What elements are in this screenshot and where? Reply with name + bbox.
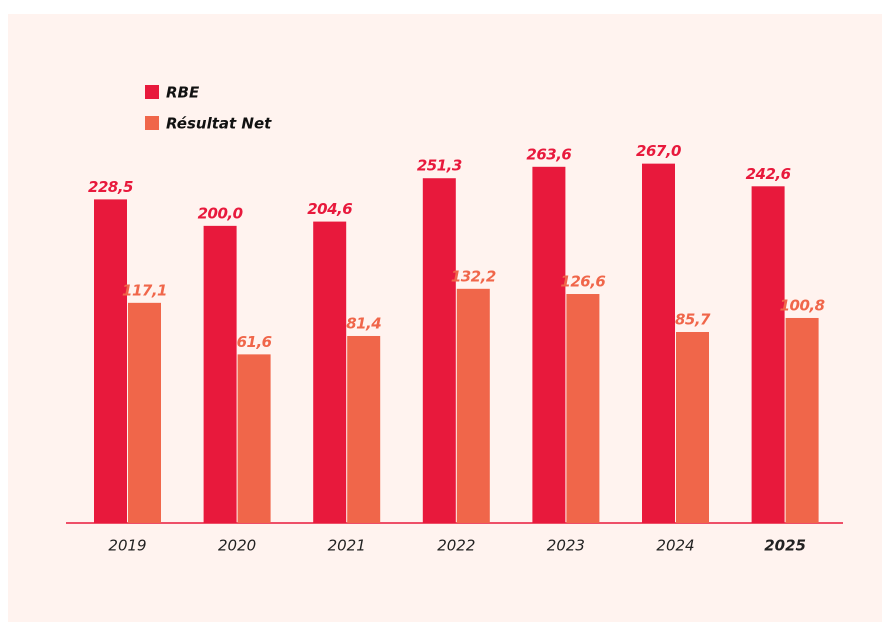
value-label: 267,0 [636, 142, 681, 160]
bar [785, 317, 819, 523]
bar [313, 221, 347, 524]
x-tick-label: 2019 [108, 537, 146, 555]
x-tick-label: 2023 [547, 537, 585, 555]
bar [94, 199, 127, 523]
value-label: 85,7 [675, 310, 711, 328]
value-label: 251,3 [417, 157, 462, 175]
value-label: 132,2 [451, 267, 496, 285]
x-tick-label: 2021 [328, 537, 366, 555]
bar [642, 163, 675, 523]
x-tick-label: 2020 [218, 537, 256, 555]
legend-swatch [145, 116, 159, 130]
x-tick-label: 2022 [437, 537, 475, 555]
legend-swatch [145, 85, 159, 99]
value-label: 242,6 [746, 165, 791, 183]
value-label: 81,4 [346, 314, 381, 332]
bar [456, 288, 490, 523]
bar [347, 335, 381, 523]
value-label: 228,5 [88, 178, 133, 196]
value-label: 117,1 [122, 281, 167, 299]
x-tick-label: 2025 [764, 537, 806, 555]
bar [676, 331, 709, 523]
value-label: 100,8 [780, 296, 825, 314]
value-label: 263,6 [526, 145, 571, 163]
legend-label: RBE [166, 84, 200, 102]
value-label: 204,6 [307, 200, 352, 218]
value-label: 200,0 [198, 204, 243, 222]
bar [532, 166, 566, 524]
bar [128, 302, 161, 523]
bar [203, 225, 237, 523]
value-label: 61,6 [237, 333, 272, 351]
value-label: 126,6 [560, 273, 605, 291]
x-tick-label: 2024 [656, 537, 694, 555]
bar [566, 294, 600, 523]
bar [422, 178, 456, 523]
bar [237, 354, 271, 523]
bar [751, 186, 785, 524]
legend-label: Résultat Net [166, 115, 272, 133]
